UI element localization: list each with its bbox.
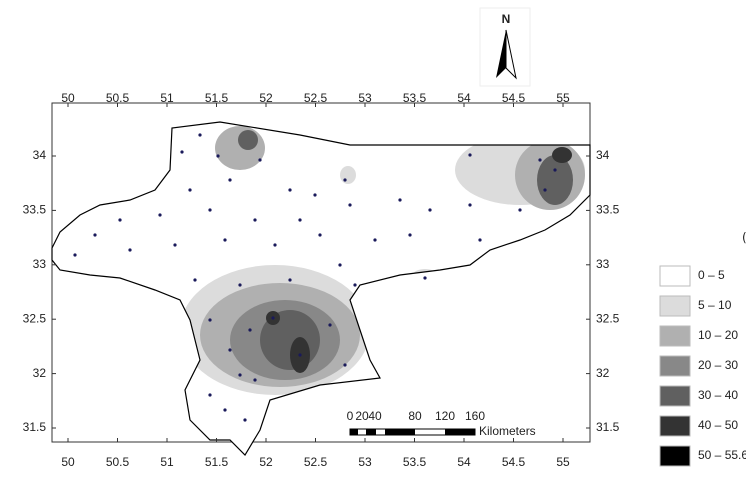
legend-swatch <box>659 295 691 317</box>
lon-label-top: 50.5 <box>106 91 130 105</box>
lon-label-top: 50 <box>61 91 75 105</box>
province-outline <box>51 121 591 456</box>
lat-label-left: 34 <box>33 148 47 162</box>
lon-label-bottom: 51.5 <box>205 455 229 469</box>
legend-label: 0 – 5 <box>698 268 725 282</box>
lon-label-bottom: 52.5 <box>304 455 328 469</box>
legend-title: پالیگورسکیت (٪) <box>742 231 746 246</box>
lon-label-top: 53 <box>358 91 372 105</box>
lon-label-top: 54 <box>457 91 471 105</box>
legend-label: 5 – 10 <box>698 298 732 312</box>
scale-label: 40 <box>368 409 382 423</box>
lon-label-bottom: 52 <box>259 455 273 469</box>
legend-label: 50 – 55.6 <box>698 448 746 462</box>
lat-label-left: 33.5 <box>23 203 47 217</box>
lon-label-top: 52.5 <box>304 91 328 105</box>
lat-label-right: 31.5 <box>596 420 620 434</box>
lat-label-left: 33 <box>33 257 47 271</box>
lat-label-right: 34 <box>596 148 610 162</box>
scale-label: 120 <box>435 409 455 423</box>
legend-swatch <box>659 445 691 467</box>
lat-label-left: 32.5 <box>23 311 47 325</box>
map-frame <box>51 102 591 443</box>
lat-label-left: 31.5 <box>23 420 47 434</box>
lon-label-top: 51 <box>160 91 174 105</box>
sample-points <box>73 133 557 422</box>
legend-swatch <box>659 385 691 407</box>
lon-label-bottom: 55 <box>556 455 570 469</box>
scale-unit: Kilometers <box>479 424 536 438</box>
legend-swatch <box>659 265 691 287</box>
legend-label: 10 – 20 <box>698 328 738 342</box>
scale-label: 160 <box>465 409 485 423</box>
lon-label-top: 54.5 <box>502 91 526 105</box>
lon-label-top: 53.5 <box>403 91 427 105</box>
lon-label-bottom: 53.5 <box>403 455 427 469</box>
lat-label-right: 33.5 <box>596 203 620 217</box>
legend-swatch <box>659 325 691 347</box>
lon-label-bottom: 50.5 <box>106 455 130 469</box>
scale-label: 20 <box>355 409 369 423</box>
lon-label-bottom: 54.5 <box>502 455 526 469</box>
lon-label-bottom: 53 <box>358 455 372 469</box>
lon-label-bottom: 54 <box>457 455 471 469</box>
north-label: N <box>502 12 511 26</box>
scale-bar <box>349 428 476 436</box>
lat-label-right: 32.5 <box>596 311 620 325</box>
legend-label: 40 – 50 <box>698 418 738 432</box>
north-arrow: N <box>479 7 531 87</box>
lon-label-top: 52 <box>259 91 273 105</box>
lon-label-top: 55 <box>556 91 570 105</box>
lat-label-left: 32 <box>33 366 47 380</box>
lon-label-top: 51.5 <box>205 91 229 105</box>
lat-label-right: 33 <box>596 257 610 271</box>
scale-label: 0 <box>347 409 354 423</box>
legend-swatch <box>659 415 691 437</box>
legend-label: 30 – 40 <box>698 388 738 402</box>
lon-label-bottom: 50 <box>61 455 75 469</box>
lat-label-right: 32 <box>596 366 610 380</box>
lon-label-bottom: 51 <box>160 455 174 469</box>
scale-label: 80 <box>408 409 422 423</box>
legend-label: 20 – 30 <box>698 358 738 372</box>
legend-swatch <box>659 355 691 377</box>
